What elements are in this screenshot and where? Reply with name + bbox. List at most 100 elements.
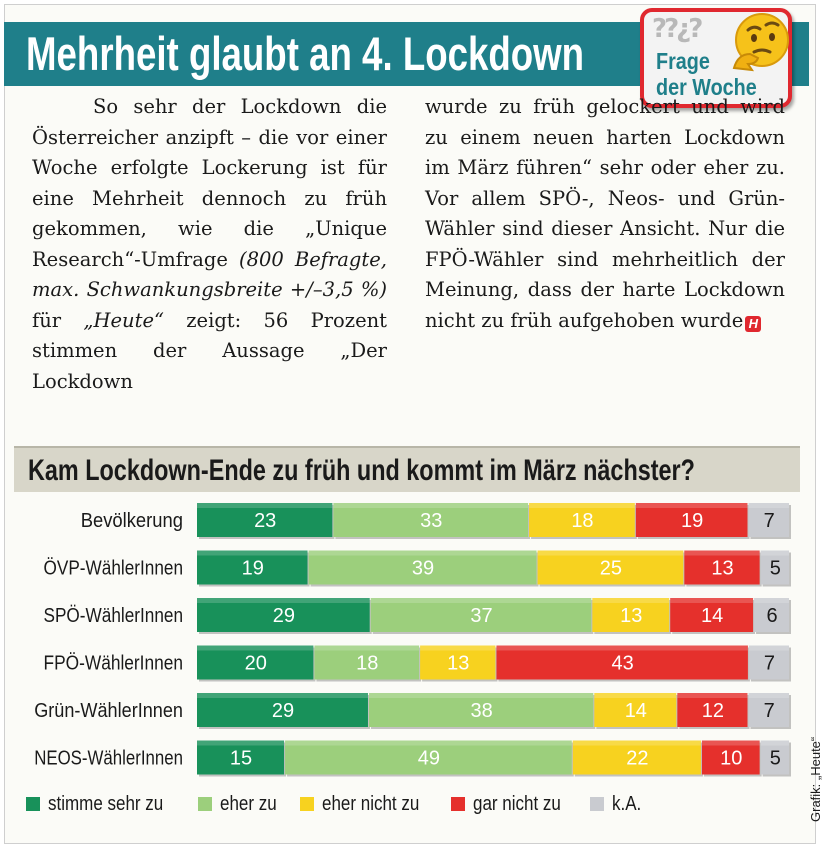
bar-segment (529, 503, 637, 539)
bar-fill (370, 598, 592, 632)
bar-fill (670, 598, 754, 632)
bar-fill (197, 693, 368, 727)
article-text-right: wurde zu früh gelockert und wird zu eine… (425, 95, 785, 332)
bar-segment (197, 693, 370, 729)
bar-fill (760, 740, 789, 775)
heute-logo: H (745, 315, 762, 332)
legend-item: k.A. (590, 793, 646, 816)
bar-segment (197, 550, 310, 587)
badge-line1: Frage (656, 48, 710, 74)
bar-value-label: 19 (681, 510, 703, 532)
chart-title: Kam Lockdown-Ende zu früh und kommt im M… (28, 454, 695, 487)
headline: Mehrheit glaubt an 4. Lockdown (26, 27, 585, 80)
bar-segment (368, 693, 596, 729)
bar-fill (529, 503, 635, 537)
bar-fill (754, 598, 789, 632)
bar-segment (333, 503, 531, 539)
bar-value-label: 7 (764, 700, 775, 722)
bar-segment (572, 740, 703, 777)
bar-value-label: 18 (356, 653, 378, 675)
bar-value-label: 13 (447, 653, 469, 675)
legend-swatch (300, 797, 315, 811)
article-text-heute: „Heute“ (83, 308, 164, 332)
article-text-c: zeigt: 56 Prozent stimmen der Aussage „D… (32, 308, 387, 393)
category-label: NEOS-WählerInnen (34, 748, 183, 770)
category-label: Grün-WählerInnen (34, 700, 183, 722)
bar-fill (572, 740, 701, 775)
bar-segment (592, 598, 672, 634)
bar-segment (370, 598, 594, 634)
bar-fill (677, 693, 748, 727)
bar-value-label: 20 (245, 653, 267, 675)
bar-segment (308, 550, 539, 587)
bar-segment (197, 740, 287, 777)
legend-item: gar nicht zu (450, 793, 576, 816)
bar-segment (197, 598, 372, 634)
legend-label: eher nicht zu (322, 793, 420, 815)
article-column-right: wurde zu früh gelockert und wird zu eine… (425, 92, 785, 336)
bar-value-label: 12 (702, 700, 724, 722)
bar-segment (197, 503, 335, 539)
bar-value-label: 33 (420, 510, 442, 532)
legend-label: k.A. (612, 793, 642, 815)
bar-fill (701, 740, 760, 775)
bar-value-label: 18 (571, 510, 593, 532)
bar-value-label: 39 (412, 558, 434, 580)
bar-value-label: 13 (711, 558, 733, 580)
bar-fill (594, 693, 677, 727)
bar-segment (197, 645, 316, 682)
bar-segment (748, 693, 791, 729)
bar-fill (684, 550, 760, 585)
bar-value-label: 5 (770, 558, 781, 580)
bar-fill (333, 503, 529, 537)
graphic-credit: Grafik: „Heute“ (808, 736, 823, 822)
bar-segment (701, 740, 762, 777)
bar-value-label: 15 (230, 748, 252, 770)
thinking-face-icon (732, 13, 789, 72)
article-text-a: So sehr der Lockdown die Österreicher an… (32, 95, 387, 271)
bar-segment (594, 693, 679, 729)
bar-fill (197, 550, 308, 585)
bar-value-label: 7 (764, 653, 775, 675)
bar-segment (677, 693, 750, 729)
bar-segment (635, 503, 750, 539)
article-column-left: So sehr der Lockdown die Österreicher an… (32, 92, 387, 397)
article-text-b: für (32, 308, 84, 332)
bar-value-label: 19 (242, 558, 264, 580)
bar-segment (754, 598, 791, 634)
legend-item: eher zu (197, 793, 287, 816)
bar-segment (314, 645, 422, 682)
article-text-italic: (800 Befragte, max. Schwankungsbreite +/… (32, 247, 387, 302)
bar-fill (748, 503, 789, 537)
bar-value-label: 37 (470, 605, 492, 627)
bar-segment (760, 550, 791, 587)
bar-value-label: 38 (471, 700, 493, 722)
bar-value-label: 23 (254, 510, 276, 532)
bar-fill (197, 598, 370, 632)
category-label: Bevölkerung (81, 510, 183, 532)
frage-der-woche-badge: ??¿? Frage der Woche (640, 8, 792, 108)
bar-fill (197, 645, 314, 680)
bar-value-label: 14 (701, 605, 723, 627)
bar-fill (537, 550, 684, 585)
bar-segment (748, 503, 791, 539)
bar-segment (684, 550, 762, 587)
bar-value-label: 14 (625, 700, 647, 722)
bar-fill (197, 740, 285, 775)
bar-fill (308, 550, 537, 585)
bar-fill (635, 503, 748, 537)
bar-fill (368, 693, 594, 727)
bar-segment (285, 740, 574, 777)
bar-value-label: 13 (620, 605, 642, 627)
legend-item: eher nicht zu (300, 793, 437, 816)
bar-fill (420, 645, 496, 680)
bar-fill (592, 598, 670, 632)
bar-segment (420, 645, 498, 682)
category-label: ÖVP-WählerInnen (44, 558, 184, 580)
bar-segment (537, 550, 686, 587)
category-label: FPÖ-WählerInnen (44, 653, 184, 675)
bar-value-label: 25 (600, 558, 622, 580)
bar-fill (314, 645, 420, 680)
bar-value-label: 5 (770, 748, 781, 770)
bar-value-label: 49 (418, 748, 440, 770)
